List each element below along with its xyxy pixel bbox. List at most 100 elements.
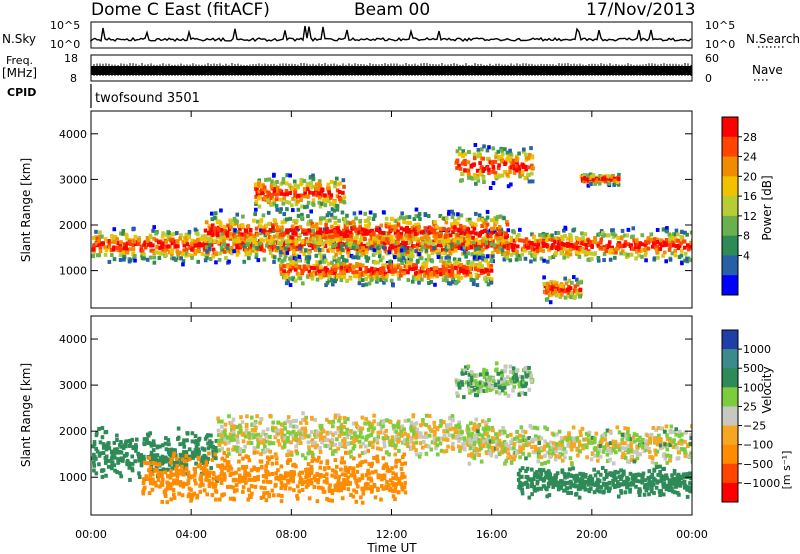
- echo-cell: [432, 233, 436, 238]
- echo-cell: [479, 250, 484, 255]
- echo-cell: [664, 241, 669, 246]
- echo-cell: [199, 457, 203, 462]
- echo-cell: [297, 237, 302, 242]
- echo-cell: [389, 235, 394, 240]
- echo-cell: [289, 266, 293, 271]
- echo-cell: [333, 484, 338, 489]
- echo-cell: [236, 236, 241, 241]
- echo-cell: [222, 451, 227, 456]
- echo-cell: [219, 477, 224, 482]
- echo-cell: [468, 230, 473, 235]
- echo-cell: [299, 197, 303, 202]
- echo-cell: [403, 243, 407, 248]
- echo-cell: [306, 467, 310, 472]
- echo-cell: [118, 257, 123, 262]
- echo-cell: [278, 253, 283, 258]
- echo-cell: [315, 234, 319, 239]
- echo-cell: [440, 239, 445, 244]
- echo-cell: [406, 254, 411, 259]
- echo-cell: [529, 244, 534, 249]
- echo-cell: [337, 237, 341, 242]
- echo-cell: [358, 228, 362, 233]
- echo-cell: [291, 474, 295, 479]
- echo-cell: [295, 271, 300, 276]
- echo-cell: [451, 230, 455, 235]
- colorbar-swatch: [722, 275, 738, 296]
- echo-cell: [259, 465, 264, 470]
- echo-cell: [297, 254, 302, 259]
- echo-cell: [296, 441, 300, 446]
- echo-cell: [476, 273, 481, 278]
- echo-cell: [276, 475, 280, 480]
- echo-cell: [496, 249, 500, 254]
- echo-cell: [231, 471, 236, 476]
- echo-cell: [141, 480, 146, 485]
- echo-cell: [280, 431, 284, 436]
- echo-cell: [186, 478, 191, 483]
- echo-cell: [372, 455, 376, 460]
- echo-cell: [377, 226, 381, 231]
- echo-cell: [288, 283, 293, 288]
- echo-cell: [148, 235, 153, 240]
- echo-cell: [475, 283, 480, 288]
- echo-cell: [385, 233, 390, 238]
- echo-cell: [309, 265, 314, 270]
- echo-cell: [456, 276, 461, 281]
- echo-cell: [354, 438, 359, 443]
- echo-cell: [363, 271, 368, 276]
- echo-cell: [466, 240, 470, 245]
- echo-cell: [262, 257, 267, 262]
- echo-cell: [328, 483, 332, 488]
- echo-cell: [363, 444, 368, 449]
- echo-cell: [327, 275, 332, 280]
- echo-cell: [480, 268, 484, 273]
- echo-cell: [457, 163, 461, 168]
- echo-cell: [106, 441, 111, 446]
- echo-cell: [391, 488, 395, 493]
- echo-cell: [437, 269, 442, 274]
- echo-cell: [417, 274, 421, 279]
- echo-cell: [98, 451, 103, 456]
- echo-cell: [311, 191, 316, 196]
- echo-cell: [182, 248, 187, 253]
- echo-cell: [346, 487, 351, 492]
- echo-cell: [276, 188, 280, 193]
- echo-cell: [354, 255, 358, 260]
- echo-cell: [407, 215, 412, 220]
- echo-cell: [457, 227, 461, 232]
- echo-cell: [248, 230, 253, 235]
- echo-cell: [526, 156, 531, 161]
- echo-cell: [586, 257, 591, 262]
- echo-cell: [97, 242, 102, 247]
- echo-cell: [175, 473, 180, 478]
- echo-cell: [300, 212, 304, 217]
- echo-cell: [394, 219, 399, 224]
- echo-cell: [144, 474, 149, 479]
- echo-cell: [137, 239, 141, 244]
- echo-cell: [575, 288, 579, 293]
- echo-cell: [360, 236, 364, 241]
- echo-cell: [351, 220, 356, 225]
- echo-cell: [424, 246, 429, 251]
- echo-cell: [335, 244, 340, 249]
- echo-cell: [350, 226, 355, 231]
- echo-cell: [140, 249, 145, 254]
- echo-cell: [275, 185, 280, 190]
- echo-cell: [250, 238, 255, 243]
- echo-cell: [462, 225, 467, 230]
- echo-cell: [370, 266, 374, 271]
- echo-cell: [121, 228, 126, 233]
- echo-cell: [312, 457, 316, 462]
- echo-cell: [475, 254, 480, 259]
- echo-cell: [461, 227, 466, 232]
- echo-cell: [334, 176, 339, 181]
- echo-cell: [443, 236, 448, 241]
- echo-cell: [288, 431, 293, 436]
- echo-cell: [358, 444, 363, 449]
- echo-cell: [208, 481, 212, 486]
- echo-cell: [298, 265, 303, 270]
- echo-cell: [217, 474, 222, 479]
- echo-cell: [508, 157, 513, 162]
- echo-cell: [541, 243, 546, 248]
- echo-cell: [357, 277, 362, 282]
